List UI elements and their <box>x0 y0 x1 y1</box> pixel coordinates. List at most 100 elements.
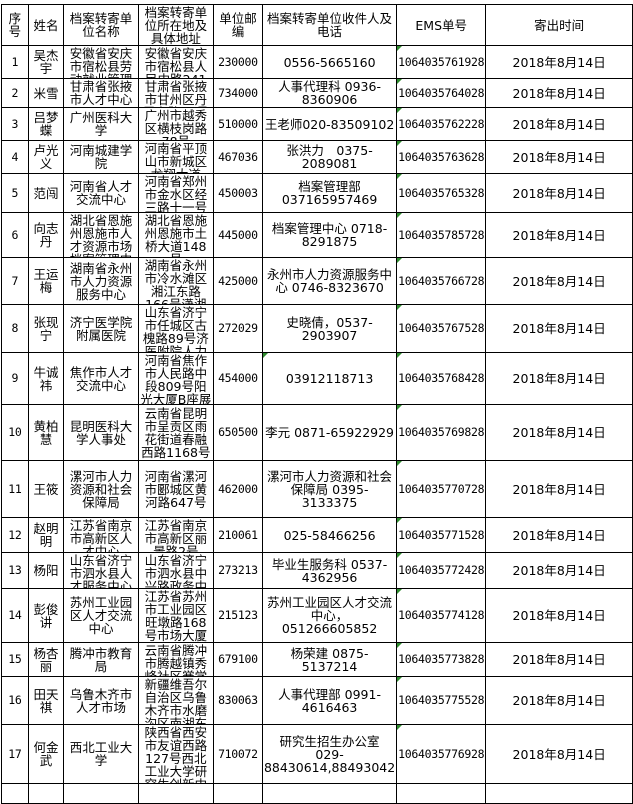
cell-empty[interactable] <box>261 783 398 804</box>
cell-unit-address[interactable]: 河南省焦作市人民路中段809号阳光大厦B座展览中心3楼 <box>137 352 214 405</box>
cell-unit-address[interactable]: 陕西省西安市友谊西路127号西北工业大学研究生创新中心209房间 <box>137 724 214 784</box>
cell-empty[interactable] <box>1 783 29 804</box>
cell-ems-number[interactable]: 1064035767528 <box>396 304 487 353</box>
cell-recipient-contact[interactable]: 03912118713 <box>261 352 398 405</box>
cell-send-date[interactable]: 2018年8月14日 <box>485 460 633 518</box>
cell-postcode[interactable]: 830063 <box>212 676 263 725</box>
cell-postcode[interactable]: 454000 <box>212 352 263 405</box>
cell-recipient-contact[interactable]: 档案管理中心 0718-8291875 <box>261 212 398 258</box>
cell-recipient-contact[interactable]: 李元 0871-65922929 <box>261 404 398 461</box>
cell-postcode[interactable]: 210061 <box>212 517 263 553</box>
header-ems-number[interactable]: EMS单号 <box>396 4 487 46</box>
cell-name[interactable]: 王筱 <box>27 460 65 518</box>
cell-unit-address[interactable]: 山东省济宁市泗水县中兴路政务中心813房间 <box>137 552 214 589</box>
cell-ems-number[interactable]: 1064035776928 <box>396 724 487 784</box>
cell-recipient-contact[interactable]: 张洪力 0375-2089081 <box>261 140 398 174</box>
cell-name[interactable]: 杨阳 <box>27 552 65 589</box>
cell-index[interactable]: 11 <box>1 460 29 518</box>
cell-recipient-contact[interactable]: 毕业生服务科 0537-4362956 <box>261 552 398 589</box>
cell-ems-number[interactable]: 1064035772428 <box>396 552 487 589</box>
cell-send-date[interactable]: 2018年8月14日 <box>485 107 633 141</box>
cell-unit-address[interactable]: 甘肃省张掖市甘州区丹霞东路17号 <box>137 78 214 108</box>
cell-recipient-contact[interactable]: 人事代理部 0991-4616463 <box>261 676 398 725</box>
cell-ems-number[interactable]: 1064035766728 <box>396 257 487 305</box>
cell-name[interactable]: 田天祺 <box>27 676 65 725</box>
cell-ems-number[interactable]: 1064035763628 <box>396 140 487 174</box>
cell-index[interactable]: 1 <box>1 45 29 79</box>
cell-unit-name[interactable]: 甘肃省张掖市人才中心 <box>63 78 139 108</box>
cell-postcode[interactable]: 425000 <box>212 257 263 305</box>
header-send-date[interactable]: 寄出时间 <box>485 4 633 46</box>
cell-send-date[interactable]: 2018年8月14日 <box>485 676 633 725</box>
cell-name[interactable]: 吴杰宇 <box>27 45 65 79</box>
cell-unit-name[interactable]: 江苏省南京市高新区人才中心 <box>63 517 139 553</box>
cell-postcode[interactable]: 272029 <box>212 304 263 353</box>
cell-name[interactable]: 黄柏慧 <box>27 404 65 461</box>
cell-index[interactable]: 9 <box>1 352 29 405</box>
cell-index[interactable]: 6 <box>1 212 29 258</box>
cell-name[interactable]: 牛诚祎 <box>27 352 65 405</box>
cell-name[interactable]: 张现宁 <box>27 304 65 353</box>
cell-unit-name[interactable]: 乌鲁木齐市人才市场 <box>63 676 139 725</box>
cell-unit-address[interactable]: 江苏省苏州市工业园区旺墩路168号市场大厦 <box>137 588 214 643</box>
cell-ems-number[interactable]: 1064035785728 <box>396 212 487 258</box>
cell-postcode[interactable]: 230000 <box>212 45 263 79</box>
cell-empty[interactable] <box>396 783 487 804</box>
cell-unit-name[interactable]: 湖南省永州市人力资源服务中心 <box>63 257 139 305</box>
header-index[interactable]: 序号 <box>1 4 29 46</box>
cell-ems-number[interactable]: 1064035762228 <box>396 107 487 141</box>
cell-postcode[interactable]: 215123 <box>212 588 263 643</box>
cell-ems-number[interactable]: 1064035765328 <box>396 173 487 213</box>
cell-unit-address[interactable]: 新疆维吾尔自治区乌鲁木齐市水磨沟区南湖东路49号 <box>137 676 214 725</box>
cell-send-date[interactable]: 2018年8月14日 <box>485 642 633 677</box>
cell-recipient-contact[interactable]: 漯河市人力资源和社会保障局 0395-3133375 <box>261 460 398 518</box>
cell-name[interactable]: 向志丹 <box>27 212 65 258</box>
cell-unit-name[interactable]: 安徽省安庆市宿松县劳动就业管理局 <box>63 45 139 79</box>
cell-index[interactable]: 12 <box>1 517 29 553</box>
cell-send-date[interactable]: 2018年8月14日 <box>485 588 633 643</box>
cell-empty[interactable] <box>63 783 139 804</box>
cell-recipient-contact[interactable]: 研究生招生办公室 029-88430614,88493042 <box>261 724 398 784</box>
cell-unit-address[interactable]: 山东省济宁市任城区古槐路89号济医附院人力资源处 <box>137 304 214 353</box>
cell-unit-name[interactable]: 济宁医学院附属医院 <box>63 304 139 353</box>
cell-unit-address[interactable]: 湖南省永州市冷水滩区湘江东路166号潇湘大厦 <box>137 257 214 305</box>
cell-index[interactable]: 4 <box>1 140 29 174</box>
cell-recipient-contact[interactable]: 025-58466256 <box>261 517 398 553</box>
cell-empty[interactable] <box>212 783 263 804</box>
cell-recipient-contact[interactable]: 王老师020-83509102 <box>261 107 398 141</box>
cell-ems-number[interactable]: 1064035769828 <box>396 404 487 461</box>
cell-recipient-contact[interactable]: 史晓倩，0537-2903907 <box>261 304 398 353</box>
cell-unit-name[interactable]: 山东省济宁市泗水县人才服务中心 <box>63 552 139 589</box>
cell-unit-address[interactable]: 广州市越秀区横枝岗路78号 <box>137 107 214 141</box>
cell-send-date[interactable]: 2018年8月14日 <box>485 517 633 553</box>
cell-unit-address[interactable]: 湖北省恩施州恩施市土桥大道148号 <box>137 212 214 258</box>
cell-index[interactable]: 2 <box>1 78 29 108</box>
cell-send-date[interactable]: 2018年8月14日 <box>485 173 633 213</box>
cell-unit-name[interactable]: 湖北省恩施州恩施市人才资源市场档案管理中心 <box>63 212 139 258</box>
header-recipient-contact[interactable]: 档案转寄单位收件人及电话 <box>261 4 398 46</box>
cell-unit-address[interactable]: 云南省昆明市呈贡区雨花街道春融西路1168号 <box>137 404 214 461</box>
cell-send-date[interactable]: 2018年8月14日 <box>485 257 633 305</box>
cell-send-date[interactable]: 2018年8月14日 <box>485 45 633 79</box>
cell-unit-address[interactable]: 河南省郑州市金水区经三路十一号 <box>137 173 214 213</box>
cell-unit-name[interactable]: 河南城建学院 <box>63 140 139 174</box>
cell-send-date[interactable]: 2018年8月14日 <box>485 552 633 589</box>
cell-send-date[interactable]: 2018年8月14日 <box>485 352 633 405</box>
cell-index[interactable]: 5 <box>1 173 29 213</box>
cell-postcode[interactable]: 734000 <box>212 78 263 108</box>
cell-unit-address[interactable]: 河南省漯河市郾城区黄河路647号 <box>137 460 214 518</box>
cell-send-date[interactable]: 2018年8月14日 <box>485 404 633 461</box>
cell-empty[interactable] <box>485 783 633 804</box>
cell-unit-address[interactable]: 江苏省南京市高新区丽景路2号 <box>137 517 214 553</box>
cell-index[interactable]: 16 <box>1 676 29 725</box>
cell-send-date[interactable]: 2018年8月14日 <box>485 304 633 353</box>
cell-name[interactable]: 米雪 <box>27 78 65 108</box>
header-unit-address[interactable]: 档案转寄单位所在地及具体地址 <box>137 4 214 46</box>
cell-postcode[interactable]: 273213 <box>212 552 263 589</box>
header-name[interactable]: 姓名 <box>27 4 65 46</box>
cell-index[interactable]: 14 <box>1 588 29 643</box>
cell-index[interactable]: 13 <box>1 552 29 589</box>
cell-index[interactable]: 10 <box>1 404 29 461</box>
cell-unit-name[interactable]: 广州医科大学 <box>63 107 139 141</box>
cell-name[interactable]: 杨杏丽 <box>27 642 65 677</box>
